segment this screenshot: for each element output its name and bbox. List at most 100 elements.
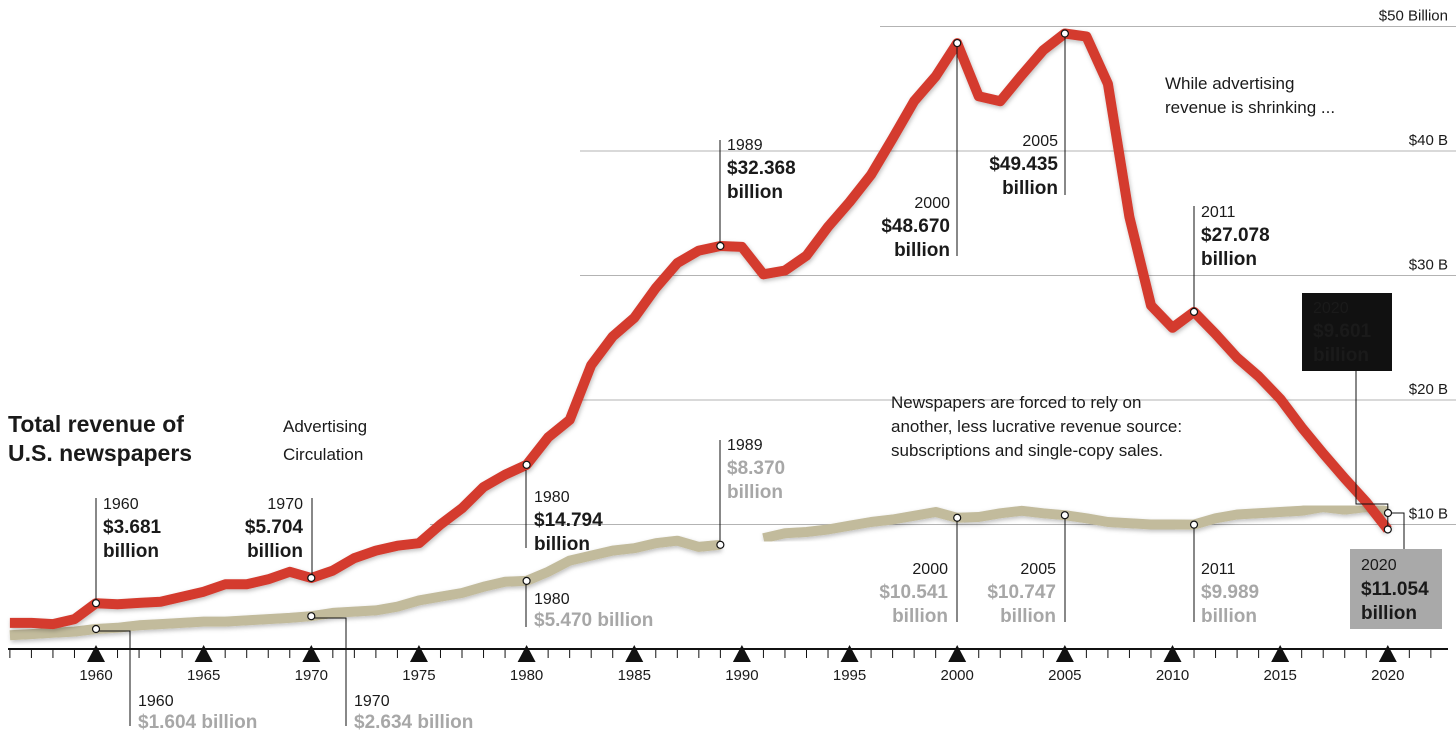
note-circulation-line-1: Newspapers are forced to rely on: [891, 393, 1141, 412]
ann-circ-2020-unit: billion: [1361, 603, 1417, 624]
x-major-tick-2020: [1378, 645, 1397, 662]
x-major-tick-1965: [194, 645, 213, 662]
legend: Advertising Circulation: [229, 417, 367, 464]
ann-adv-2000-year: 2000: [914, 195, 950, 212]
x-major-tick-2005: [1055, 645, 1074, 662]
ann-circ-1989-unit: billion: [727, 482, 783, 503]
x-tick-label-1980: 1980: [510, 667, 543, 684]
x-major-tick-2015: [1271, 645, 1290, 662]
x-tick-label-1960: 1960: [79, 667, 112, 684]
ann-circ-1989-value: $8.370: [727, 458, 785, 479]
ann-circ-1980-year: 1980: [534, 591, 570, 608]
x-major-tick-1975: [409, 645, 428, 662]
x-major-tick-1970: [302, 645, 321, 662]
ann-adv-1989-unit: billion: [727, 182, 783, 203]
ann-adv-2005-year: 2005: [1022, 133, 1058, 150]
gridlines: $50 Billion $40 B $30 B $20 B $10 B: [430, 8, 1456, 525]
ann-circ-2011-value: $9.989: [1201, 582, 1259, 603]
ann-adv-1989-year: 1989: [727, 137, 763, 154]
ann-adv-2011-year: 2011: [1201, 204, 1236, 221]
annotations: 1960 $3.681 billion 1970 $5.704 billion 1980 $1…: [91, 29, 1442, 733]
series-lines: [9, 28, 1392, 641]
x-tick-label-2000: 2000: [941, 667, 974, 684]
ann-circ-1970-value: $2.634 billion: [354, 712, 473, 733]
marker-circ-2000: [953, 513, 962, 522]
ann-adv-2011-value: $27.078: [1201, 225, 1270, 246]
y-tick-label-30: $30 B: [1409, 257, 1448, 274]
x-axis: 1960 1965 1970 1975 1980 1985 1990 1995 2000 2005…: [8, 645, 1448, 684]
ann-circ-1960-year: 1960: [138, 693, 174, 710]
leader-circ-1960: [96, 630, 131, 726]
marker-adv-2000: [953, 38, 962, 48]
ann-adv-1960-unit: billion: [103, 541, 159, 562]
x-tick-label-1995: 1995: [833, 667, 866, 684]
x-tick-label-1970: 1970: [295, 667, 328, 684]
x-tick-label-2020: 2020: [1371, 667, 1404, 684]
note-shrinking-line-1: While advertising: [1165, 74, 1294, 93]
leader-circ-2020: [1388, 512, 1405, 549]
x-tick-label-1990: 1990: [725, 667, 758, 684]
ann-adv-2005-unit: billion: [1002, 178, 1058, 199]
ann-adv-2005-value: $49.435: [989, 154, 1058, 175]
ann-circ-2005-unit: billion: [1000, 606, 1056, 627]
callout-box-advertising-2020: [1302, 293, 1392, 371]
ann-circ-2011-unit: billion: [1201, 606, 1257, 627]
ann-circ-2020-year: 2020: [1361, 557, 1397, 574]
ann-adv-1960-value: $3.681: [103, 517, 162, 538]
x-major-tick-1985: [625, 645, 644, 662]
legend-circulation-label: Circulation: [283, 445, 363, 464]
advertising-line: [9, 28, 1392, 630]
marker-circ-2011: [1189, 520, 1199, 529]
ann-adv-1970-unit: billion: [247, 541, 303, 562]
x-major-tick-2000: [948, 645, 967, 662]
marker-adv-2011: [1189, 307, 1199, 316]
ann-adv-2020-unit: billion: [1313, 345, 1369, 366]
marker-adv-1970: [307, 573, 316, 583]
callout-box-circulation-2020: [1350, 549, 1442, 629]
circulation-line-segment-0: [9, 535, 721, 641]
leader-circ-1970: [312, 617, 347, 726]
x-tick-label-1985: 1985: [618, 667, 651, 684]
y-tick-label-40: $40 B: [1409, 132, 1448, 149]
x-tick-label-2010: 2010: [1156, 667, 1189, 684]
ann-circ-2005-year: 2005: [1020, 561, 1056, 578]
ann-circ-2000-year: 2000: [912, 561, 948, 578]
y-tick-label-50: $50 Billion: [1379, 8, 1448, 25]
note-circulation-line-2: another, less lucrative revenue source:: [891, 417, 1182, 436]
marker-circ-1989: [716, 540, 725, 549]
ann-circ-1970-year: 1970: [354, 693, 390, 710]
ann-adv-1980-year: 1980: [534, 489, 570, 506]
ann-circ-1980-value: $5.470 billion: [534, 610, 653, 631]
x-major-tick-1990: [732, 645, 751, 662]
note-shrinking-line-2: revenue is shrinking ...: [1165, 98, 1335, 117]
x-major-tick-1980: [517, 645, 536, 662]
x-tick-label-2005: 2005: [1048, 667, 1081, 684]
x-tick-label-1965: 1965: [187, 667, 220, 684]
ann-adv-1980-value: $14.794: [534, 510, 603, 531]
ann-circ-2011-year: 2011: [1201, 561, 1236, 578]
ann-adv-2000-value: $48.670: [881, 216, 950, 237]
ann-adv-2020-value: $9.601: [1313, 321, 1372, 342]
ann-circ-1960-value: $1.604 billion: [138, 712, 257, 733]
y-tick-label-20: $20 B: [1409, 381, 1448, 398]
ann-adv-1960-year: 1960: [103, 496, 139, 513]
x-major-tick-2010: [1163, 645, 1182, 662]
y-tick-label-10: $10 B: [1409, 506, 1448, 523]
marker-adv-1960: [91, 599, 101, 608]
ann-adv-2020-year: 2020: [1313, 300, 1349, 317]
marker-circ-1960: [91, 624, 101, 634]
marker-circ-1970: [307, 612, 316, 621]
x-tick-label-1975: 1975: [402, 667, 435, 684]
x-major-tick-1995: [840, 645, 859, 662]
chart-title-line-2: U.S. newspapers: [8, 440, 192, 466]
chart-title-line-1: Total revenue of: [8, 411, 184, 437]
ann-adv-2011-unit: billion: [1201, 249, 1257, 270]
x-major-tick-1960: [87, 645, 105, 662]
ann-adv-1970-value: $5.704: [245, 517, 304, 538]
ann-circ-2000-value: $10.541: [879, 582, 948, 603]
x-tick-label-2015: 2015: [1263, 667, 1296, 684]
ann-adv-1980-unit: billion: [534, 534, 590, 555]
marker-circ-2005: [1060, 511, 1069, 520]
ann-circ-2000-unit: billion: [892, 606, 948, 627]
